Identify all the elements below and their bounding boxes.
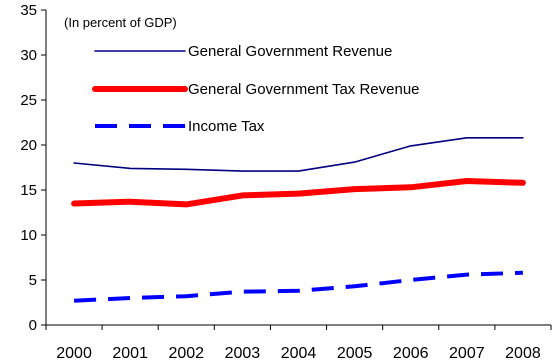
y-tick-label: 15 [20,182,37,199]
x-tick-label: 2003 [225,345,261,362]
y-tick-label: 10 [20,227,37,244]
series-line-2 [71,178,526,208]
y-axis-ticks: 0 5 10 15 20 25 30 35 [20,2,46,334]
y-tick-label: 0 [29,317,37,334]
y-tick-label: 35 [20,2,37,19]
series-line-1 [73,137,524,172]
series-lines [71,137,526,303]
units-note: (In percent of GDP) [64,15,177,30]
x-tick-label: 2005 [337,345,373,362]
x-axis-ticks: 2000 2001 2002 2003 2004 2005 2006 2007 2008 [45,325,552,362]
y-tick-label: 20 [20,137,37,154]
x-tick-label: 2008 [505,345,541,362]
series-line-3 [74,270,523,303]
y-tick-label: 5 [29,272,37,289]
y-tick-label: 30 [20,47,37,64]
x-tick-label: 2007 [449,345,485,362]
x-tick-label: 2004 [281,345,317,362]
x-tick-label: 2002 [168,345,204,362]
x-tick-label: 2006 [393,345,429,362]
x-tick-label: 2000 [56,345,92,362]
legend: General Government Revenue General Govern… [92,43,420,135]
y-tick-label: 25 [20,92,37,109]
x-tick-label: 2001 [112,345,148,362]
legend-label-1: General Government Revenue [188,43,392,60]
legend-label-2: General Government Tax Revenue [188,81,420,98]
legend-label-3: Income Tax [188,118,265,135]
